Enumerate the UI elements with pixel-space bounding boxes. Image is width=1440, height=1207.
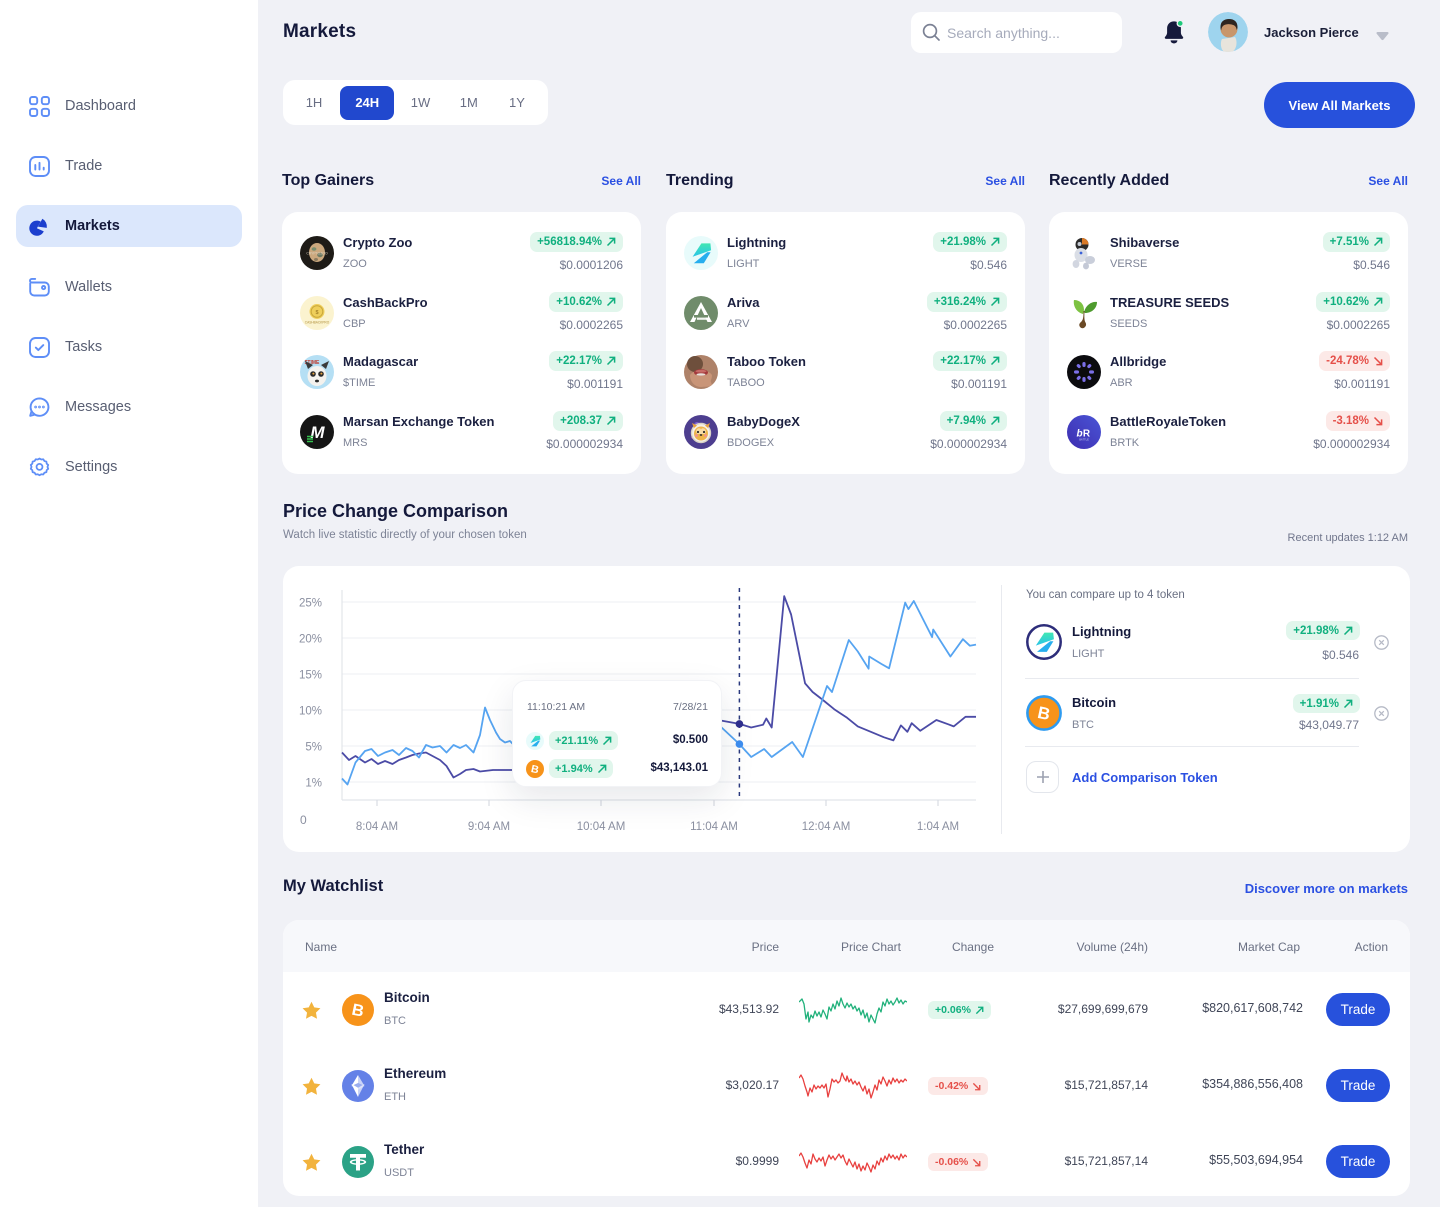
svg-text:20%: 20% <box>299 634 322 646</box>
svg-text:0: 0 <box>300 813 307 827</box>
svg-text:25%: 25% <box>299 598 322 610</box>
svg-text:B: B <box>530 763 540 776</box>
svg-text:10:04 AM: 10:04 AM <box>577 821 626 833</box>
svg-text:5%: 5% <box>305 742 322 754</box>
svg-text:CASHBACKPRO: CASHBACKPRO <box>305 321 330 325</box>
svg-text:M: M <box>310 423 325 442</box>
svg-text:B: B <box>350 1001 365 1021</box>
svg-text:R: R <box>1083 429 1091 440</box>
svg-text:9:04 AM: 9:04 AM <box>468 821 510 833</box>
svg-text:15%: 15% <box>299 670 322 682</box>
svg-text:1%: 1% <box>305 778 322 790</box>
svg-text:12:04 AM: 12:04 AM <box>802 821 851 833</box>
svg-text:$TIME: $TIME <box>305 360 320 366</box>
svg-text:b: b <box>1076 429 1082 440</box>
svg-text:CRYPTOZOO: CRYPTOZOO <box>306 252 328 256</box>
svg-text:8:04 AM: 8:04 AM <box>356 821 398 833</box>
svg-text:10%: 10% <box>299 706 322 718</box>
svg-text:11:04 AM: 11:04 AM <box>690 821 738 833</box>
svg-text:$: $ <box>315 310 318 316</box>
svg-text:1:04 AM: 1:04 AM <box>917 821 959 833</box>
svg-text:BATTLE: BATTLE <box>1079 438 1089 442</box>
svg-text:B: B <box>1036 703 1052 724</box>
